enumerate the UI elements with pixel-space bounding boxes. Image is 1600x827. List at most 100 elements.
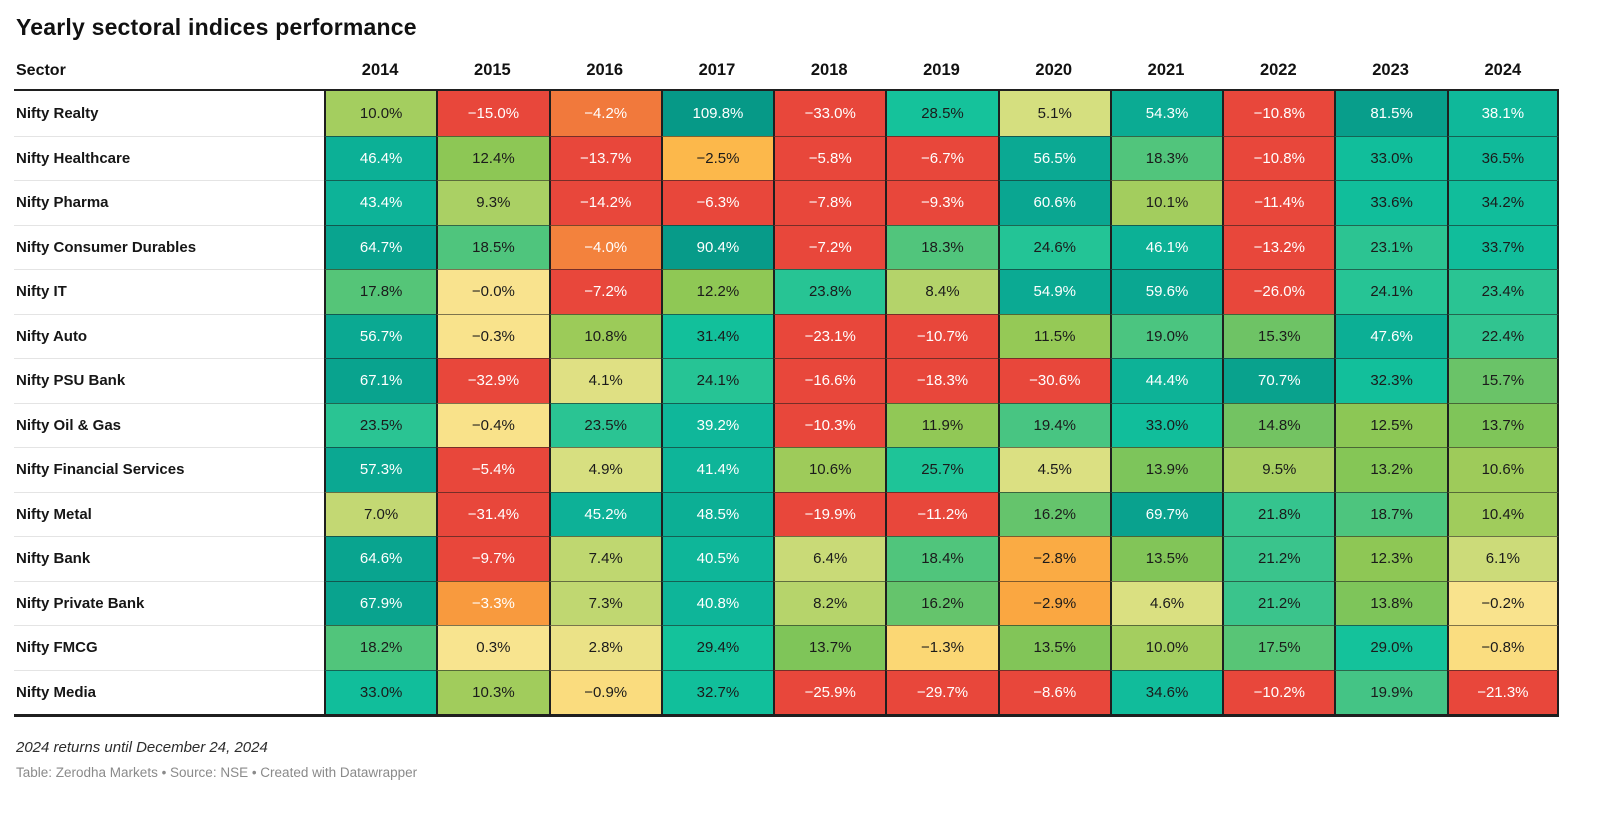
heatmap-cell: −23.1% (773, 313, 886, 358)
heatmap-cell: 23.5% (324, 402, 437, 447)
heatmap-cell: 11.9% (885, 402, 998, 447)
heatmap-cell: −9.7% (436, 536, 549, 581)
heatmap-cell: 18.4% (885, 536, 998, 581)
heatmap-cell: 67.9% (324, 580, 437, 625)
heatmap-cell: 56.7% (324, 313, 437, 358)
heatmap-cell: −14.2% (548, 180, 661, 225)
heatmap-cell: 45.2% (548, 491, 661, 536)
heatmap-cell: −8.6% (997, 669, 1110, 714)
heatmap-cell: 34.2% (1446, 180, 1559, 225)
table-body: Nifty Realty 10.0% −15.0% −4.2% 109.8% −33.0%… (14, 89, 1559, 717)
heatmap-cell: 12.3% (1334, 536, 1447, 581)
heatmap-cell: 23.1% (1334, 224, 1447, 269)
row-label: Nifty Media (14, 669, 324, 714)
heatmap-cell: 18.3% (885, 224, 998, 269)
heatmap-cell: −33.0% (773, 91, 886, 136)
table-row: Nifty Metal 7.0% −31.4% 45.2% 48.5% −19.9% −11… (14, 491, 1559, 536)
heatmap-cell: 19.4% (997, 402, 1110, 447)
heatmap-cell: −7.8% (773, 180, 886, 225)
row-label: Nifty Realty (14, 91, 324, 136)
table-row: Nifty PSU Bank 67.1% −32.9% 4.1% 24.1% −16.6%… (14, 358, 1559, 403)
heatmap-cell: −0.3% (436, 313, 549, 358)
row-label: Nifty Healthcare (14, 135, 324, 180)
heatmap-cell: 13.5% (1109, 536, 1223, 581)
column-header-sector: Sector (16, 62, 66, 79)
heatmap-cell: 13.9% (1109, 447, 1223, 492)
heatmap-cell: 23.8% (773, 269, 886, 314)
heatmap-cell: −0.0% (436, 269, 549, 314)
heatmap-cell: 12.4% (436, 135, 549, 180)
heatmap-cell: 5.1% (997, 91, 1110, 136)
heatmap-cell: −26.0% (1222, 269, 1335, 314)
row-label: Nifty Consumer Durables (14, 224, 324, 269)
heatmap-cell: −0.8% (1446, 625, 1559, 670)
heatmap-cell: 16.2% (997, 491, 1110, 536)
heatmap-cell: 54.9% (997, 269, 1110, 314)
byline: Table: Zerodha Markets • Source: NSE • C… (16, 765, 418, 780)
table-row: Nifty Oil & Gas 23.5% −0.4% 23.5% 39.2% −10.3… (14, 402, 1559, 447)
table-row: Nifty IT 17.8% −0.0% −7.2% 12.2% 23.8% 8.4% 54.… (14, 269, 1559, 314)
heatmap-cell: −16.6% (773, 358, 886, 403)
column-header-2018: 2018 (810, 61, 848, 79)
heatmap-cell: 59.6% (1109, 269, 1223, 314)
heatmap-cell: 12.2% (660, 269, 774, 314)
heatmap-cell: 39.2% (660, 402, 774, 447)
heatmap-cell: −7.2% (773, 224, 886, 269)
heatmap-cell: −21.3% (1446, 669, 1559, 714)
heatmap-cell: −5.8% (773, 135, 886, 180)
heatmap-cell: 69.7% (1109, 491, 1223, 536)
heatmap-cell: 70.7% (1222, 358, 1335, 403)
heatmap-cell: 67.1% (324, 358, 437, 403)
heatmap-cell: −5.4% (436, 447, 549, 492)
heatmap-cell: 13.5% (997, 625, 1110, 670)
heatmap-cell: −3.3% (436, 580, 549, 625)
heatmap-cell: −32.9% (436, 358, 549, 403)
heatmap-cell: 33.0% (1334, 135, 1447, 180)
heatmap-cell: 21.8% (1222, 491, 1335, 536)
heatmap-cell: 23.4% (1446, 269, 1559, 314)
heatmap-cell: 28.5% (885, 91, 998, 136)
heatmap-cell: 41.4% (660, 447, 774, 492)
heatmap-cell: 29.0% (1334, 625, 1447, 670)
heatmap-cell: −30.6% (997, 358, 1110, 403)
heatmap-cell: 10.8% (548, 313, 661, 358)
heatmap-cell: 15.7% (1446, 358, 1559, 403)
column-header-2014: 2014 (361, 61, 399, 79)
heatmap-cell: 29.4% (660, 625, 774, 670)
table-row: Nifty Bank 64.6% −9.7% 7.4% 40.5% 6.4% 18.4% −2… (14, 536, 1559, 581)
heatmap-cell: 13.7% (773, 625, 886, 670)
heatmap-cell: −9.3% (885, 180, 998, 225)
heatmap-cell: −4.0% (548, 224, 661, 269)
heatmap-cell: 38.1% (1446, 91, 1559, 136)
heatmap-cell: 56.5% (997, 135, 1110, 180)
heatmap-cell: 4.1% (548, 358, 661, 403)
heatmap-cell: 10.6% (773, 447, 886, 492)
table-row: Nifty Realty 10.0% −15.0% −4.2% 109.8% −33.0%… (14, 91, 1559, 136)
column-header-2015: 2015 (474, 61, 511, 79)
heatmap-cell: −0.2% (1446, 580, 1559, 625)
table-row: Nifty Pharma 43.4% 9.3% −14.2% −6.3% −7.8% −9.… (14, 180, 1559, 225)
heatmap-cell: −29.7% (885, 669, 998, 714)
heatmap-cell: 13.8% (1334, 580, 1447, 625)
heatmap-cell: 4.6% (1109, 580, 1223, 625)
heatmap-cell: −2.5% (660, 135, 774, 180)
heatmap-cell: 17.5% (1222, 625, 1335, 670)
heatmap-cell: −31.4% (436, 491, 549, 536)
heatmap-cell: 33.0% (1109, 402, 1223, 447)
heatmap-cell: 0.3% (436, 625, 549, 670)
heatmap-cell: −13.2% (1222, 224, 1335, 269)
table-header-row: Sector 2014 2015 2016 2017 2018 2019 2020 2021 2… (14, 61, 1559, 89)
heatmap-cell: 15.3% (1222, 313, 1335, 358)
heatmap-cell: −11.4% (1222, 180, 1335, 225)
table-row: Nifty Private Bank 67.9% −3.3% 7.3% 40.8% 8.2… (14, 580, 1559, 625)
page: Yearly sectoral indices performance Sect… (14, 14, 1559, 780)
heatmap-cell: 109.8% (660, 91, 774, 136)
footnote: 2024 returns until December 24, 2024 (16, 739, 268, 756)
heatmap-cell: 18.3% (1109, 135, 1223, 180)
heatmap-cell: 40.5% (660, 536, 774, 581)
heatmap-cell: 36.5% (1446, 135, 1559, 180)
heatmap-cell: 19.9% (1334, 669, 1447, 714)
heatmap-cell: 23.5% (548, 402, 661, 447)
heatmap-cell: −10.7% (885, 313, 998, 358)
heatmap-cell: −2.9% (997, 580, 1110, 625)
